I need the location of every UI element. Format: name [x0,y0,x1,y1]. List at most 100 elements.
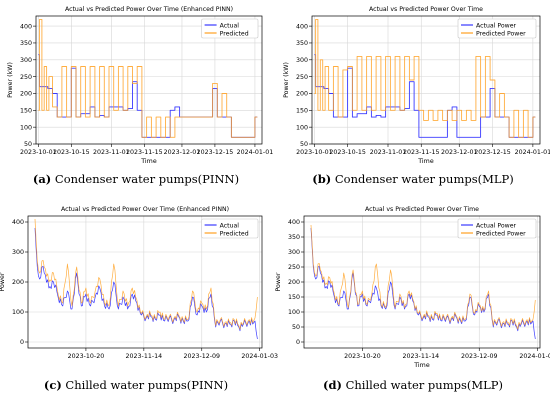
x-tick-label: 2024-01-03 [519,353,550,360]
x-tick-label: 2023-11-14 [403,353,440,360]
caption-a: (a) Condenser water pumps(PINN) [2,172,270,186]
y-tick-label: 50 [300,141,308,148]
y-tick-label: 300 [20,57,32,64]
x-tick-label: 2023-12-15 [474,149,511,156]
y-tick-label: 300 [12,249,24,256]
chart-panel-a: Actual vs Predicted Power Over Time (Enh… [2,2,273,197]
y-axis-label: Power [275,272,282,291]
legend-label-predicted: Predicted [220,230,249,237]
x-tick-label: 2023-10-20 [344,353,381,360]
y-tick-label: 0 [20,339,24,346]
plot-frame [27,215,263,349]
x-tick-label: 2024-01-01 [515,149,550,156]
y-tick-label: 200 [12,279,24,286]
caption-d-text: Chilled water pumps(MLP) [341,378,503,392]
chart-title: Actual vs Predicted Power Over Time (Enh… [65,6,233,13]
caption-c-letter: (c) [43,378,62,392]
chart-panel-d: Actual vs Predicted Power Over Time 0 50 10… [275,202,550,398]
y-tick-label: 250 [288,264,300,271]
legend-label-actual: Actual [220,222,240,229]
legend-label-actual: Actual Power [476,222,517,229]
series-line-predicted [34,218,258,330]
legend-label-predicted: Predicted Power [476,30,526,37]
plot-frame [303,215,541,349]
chart-c: Actual vs Predicted Power Over Time (Enh… [0,206,278,360]
y-tick-label: 150 [20,108,32,115]
chart-title: Actual vs Predicted Power Over Time (Enh… [61,206,229,213]
plot-frame [35,15,263,145]
legend-label-predicted: Predicted [220,30,249,37]
y-tick-label: 100 [12,309,24,316]
caption-c: (c) Chilled water pumps(PINN) [2,378,270,392]
caption-a-letter: (a) [32,172,52,186]
legend-box [457,18,537,39]
x-tick-label: 2023-12-09 [183,353,220,360]
x-tick-label: 2024-01-03 [241,353,278,360]
y-tick-label: 200 [296,91,308,98]
y-axis-label: Power [0,272,6,291]
x-tick-label: 2023-10-15 [329,149,366,156]
y-tick-label: 350 [296,40,308,47]
x-tick-label: 2023-11-15 [403,149,440,156]
y-tick-label: 50 [24,141,32,148]
x-tick-label: 2023-12-01 [441,149,478,156]
chart-title: Actual vs Predicted Power Over Time [369,6,483,13]
y-tick-label: 100 [20,124,32,131]
x-tick-label: 2023-11-01 [93,149,130,156]
x-axis-label: Time [413,362,430,369]
x-tick-label: 2023-11-14 [126,353,163,360]
y-axis-label: Power (kW) [7,62,14,98]
caption-d-letter: (d) [323,378,342,392]
y-tick-label: 100 [296,124,308,131]
chart-panel-b: Actual vs Predicted Power Over Time 50 100… [278,2,550,197]
y-tick-label: 400 [288,219,300,226]
x-axis-label: Time [140,158,157,165]
y-tick-label: 150 [288,294,300,301]
y-tick-label: 150 [296,108,308,115]
y-tick-label: 400 [296,23,308,30]
y-tick-label: 400 [12,219,24,226]
x-tick-label: 2023-10-15 [53,149,90,156]
caption-c-text: Chilled water pumps(PINN) [61,378,229,392]
chart-panel-c: Actual vs Predicted Power Over Time (Enh… [0,202,278,398]
x-tick-label: 2024-01-01 [237,149,274,156]
x-tick-label: 2023-10-01 [20,149,57,156]
y-tick-label: 300 [296,57,308,64]
y-axis-label: Power (kW) [283,62,290,98]
x-tick-label: 2023-10-20 [68,353,105,360]
y-tick-label: 200 [288,279,300,286]
chart-a: Actual vs Predicted Power Over Time (Enh… [7,6,273,165]
caption-b-letter: (b) [312,172,332,186]
legend-label-actual: Actual [220,22,240,29]
x-axis-label: Time [417,158,434,165]
caption-b: (b) Condenser water pumps(MLP) [278,172,548,186]
series-line-actual [310,227,536,340]
y-tick-label: 250 [20,74,32,81]
y-tick-label: 50 [292,324,300,331]
series-line-predicted [314,18,536,138]
legend-label-actual: Actual Power [476,22,517,29]
series-line-predicted [310,224,536,330]
x-tick-label: 2023-11-15 [126,149,163,156]
x-tick-label: 2023-12-09 [461,353,498,360]
x-tick-label: 2023-10-01 [296,149,333,156]
y-tick-label: 0 [296,339,300,346]
series-line-actual [34,227,258,340]
chart-d: Actual vs Predicted Power Over Time 0 50 10… [275,206,550,369]
legend-box [457,218,537,239]
x-tick-label: 2023-11-01 [370,149,407,156]
chart-title: Actual vs Predicted Power Over Time [365,206,479,213]
y-tick-label: 350 [20,40,32,47]
y-tick-label: 200 [20,91,32,98]
series-line-predicted [38,18,258,138]
legend-label-predicted: Predicted Power [476,230,526,237]
y-tick-label: 300 [288,249,300,256]
caption-b-text: Condenser water pumps(MLP) [331,172,514,186]
caption-d: (d) Chilled water pumps(MLP) [278,378,548,392]
caption-a-text: Condenser water pumps(PINN) [51,172,240,186]
y-tick-label: 250 [296,74,308,81]
x-tick-label: 2023-12-15 [197,149,234,156]
plot-frame [311,15,541,145]
y-tick-label: 100 [288,309,300,316]
